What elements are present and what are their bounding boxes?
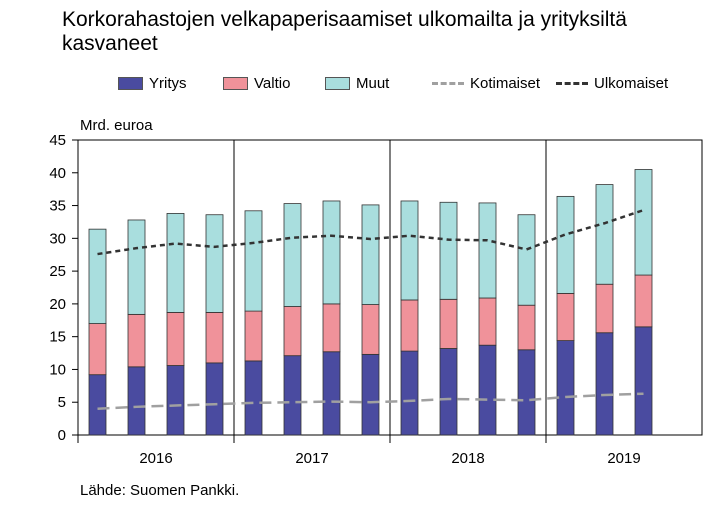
bar-muut xyxy=(517,214,536,306)
legend-item-yritys: Yritys xyxy=(118,72,187,94)
legend-label-ulkomaiset: Ulkomaiset xyxy=(594,74,669,92)
bar-muut xyxy=(88,228,107,324)
bar-valtio xyxy=(556,292,575,341)
bar-yritys xyxy=(556,340,575,436)
bar-yritys xyxy=(439,348,458,436)
y-tick-label: 10 xyxy=(49,361,66,378)
legend-item-muut: Muut xyxy=(325,72,389,94)
bar-muut xyxy=(595,184,614,285)
legend-label-muut: Muut xyxy=(356,74,390,92)
y-axis-label: Mrd. euroa xyxy=(80,117,153,134)
bar-yritys xyxy=(595,332,614,436)
bar-yritys xyxy=(166,365,185,436)
x-tick-label: 2018 xyxy=(451,450,484,467)
legend-item-valtio: Valtio xyxy=(223,72,290,94)
legend-line-ulkomaiset xyxy=(556,81,588,85)
bar-valtio xyxy=(322,303,341,353)
bar-valtio xyxy=(634,274,653,328)
line-kotimaiset xyxy=(97,392,644,411)
bar-muut xyxy=(634,169,653,276)
bar-valtio xyxy=(205,312,224,364)
legend-label-yritys: Yritys xyxy=(149,74,187,92)
bar-yritys xyxy=(205,362,224,436)
bar-muut xyxy=(244,210,263,312)
bar-muut xyxy=(400,200,419,301)
chart-title: Korkorahastojen velkapaperisaamiset ulko… xyxy=(62,8,627,55)
legend-label-valtio: Valtio xyxy=(254,74,291,92)
bar-yritys xyxy=(88,374,107,436)
legend-item-ulkomaiset: Ulkomaiset xyxy=(556,72,668,94)
legend-line-kotimaiset xyxy=(432,81,464,85)
bar-valtio xyxy=(88,323,107,376)
bar-yritys xyxy=(127,366,146,436)
x-tick-label: 2017 xyxy=(295,450,328,467)
bar-yritys xyxy=(478,344,497,436)
legend-item-kotimaiset: Kotimaiset xyxy=(432,72,540,94)
y-tick-label: 25 xyxy=(49,263,66,280)
bar-muut xyxy=(439,201,458,300)
bar-valtio xyxy=(166,312,185,366)
bar-muut xyxy=(556,195,575,294)
legend-swatch-muut xyxy=(325,76,350,90)
y-tick-label: 30 xyxy=(49,230,66,247)
bar-yritys xyxy=(283,355,302,436)
bar-valtio xyxy=(283,306,302,357)
line-ulkomaiset xyxy=(97,208,644,256)
bar-valtio xyxy=(400,299,419,352)
y-tick-label: 5 xyxy=(58,394,66,411)
bar-muut xyxy=(478,202,497,299)
bar-yritys xyxy=(517,349,536,436)
bar-muut xyxy=(322,200,341,305)
x-tick-label: 2019 xyxy=(607,450,640,467)
y-tick-label: 35 xyxy=(49,198,66,215)
bar-muut xyxy=(205,214,224,313)
legend: Yritys Valtio Muut Kotimaiset Ulkomaiset xyxy=(0,72,720,94)
bar-valtio xyxy=(478,297,497,346)
bar-yritys xyxy=(244,360,263,436)
legend-label-kotimaiset: Kotimaiset xyxy=(470,74,541,92)
bar-yritys xyxy=(634,326,653,436)
bar-yritys xyxy=(400,350,419,436)
bar-valtio xyxy=(127,313,146,368)
bar-valtio xyxy=(361,304,380,355)
y-tick-label: 40 xyxy=(49,165,66,182)
bar-valtio xyxy=(595,283,614,334)
bar-muut xyxy=(283,203,302,307)
bar-valtio xyxy=(517,304,536,351)
source-note: Lähde: Suomen Pankki. xyxy=(80,482,240,499)
x-tick-label: 2016 xyxy=(139,450,172,467)
bar-muut xyxy=(166,213,185,313)
bar-muut xyxy=(361,204,380,305)
bar-valtio xyxy=(439,298,458,349)
y-tick-label: 45 xyxy=(49,132,66,149)
legend-swatch-yritys xyxy=(118,76,143,90)
legend-swatch-valtio xyxy=(223,76,248,90)
bar-muut xyxy=(127,219,146,315)
y-tick-label: 20 xyxy=(49,296,66,313)
bar-yritys xyxy=(322,351,341,436)
bar-valtio xyxy=(244,310,263,362)
chart-plot: 0 5 10 15 20 25 30 35 40 45 Mrd. euroa 2016 2017 2018… xyxy=(49,117,703,467)
bar-yritys xyxy=(361,353,380,436)
y-tick-label: 15 xyxy=(49,329,66,346)
y-tick-label: 0 xyxy=(58,427,66,444)
